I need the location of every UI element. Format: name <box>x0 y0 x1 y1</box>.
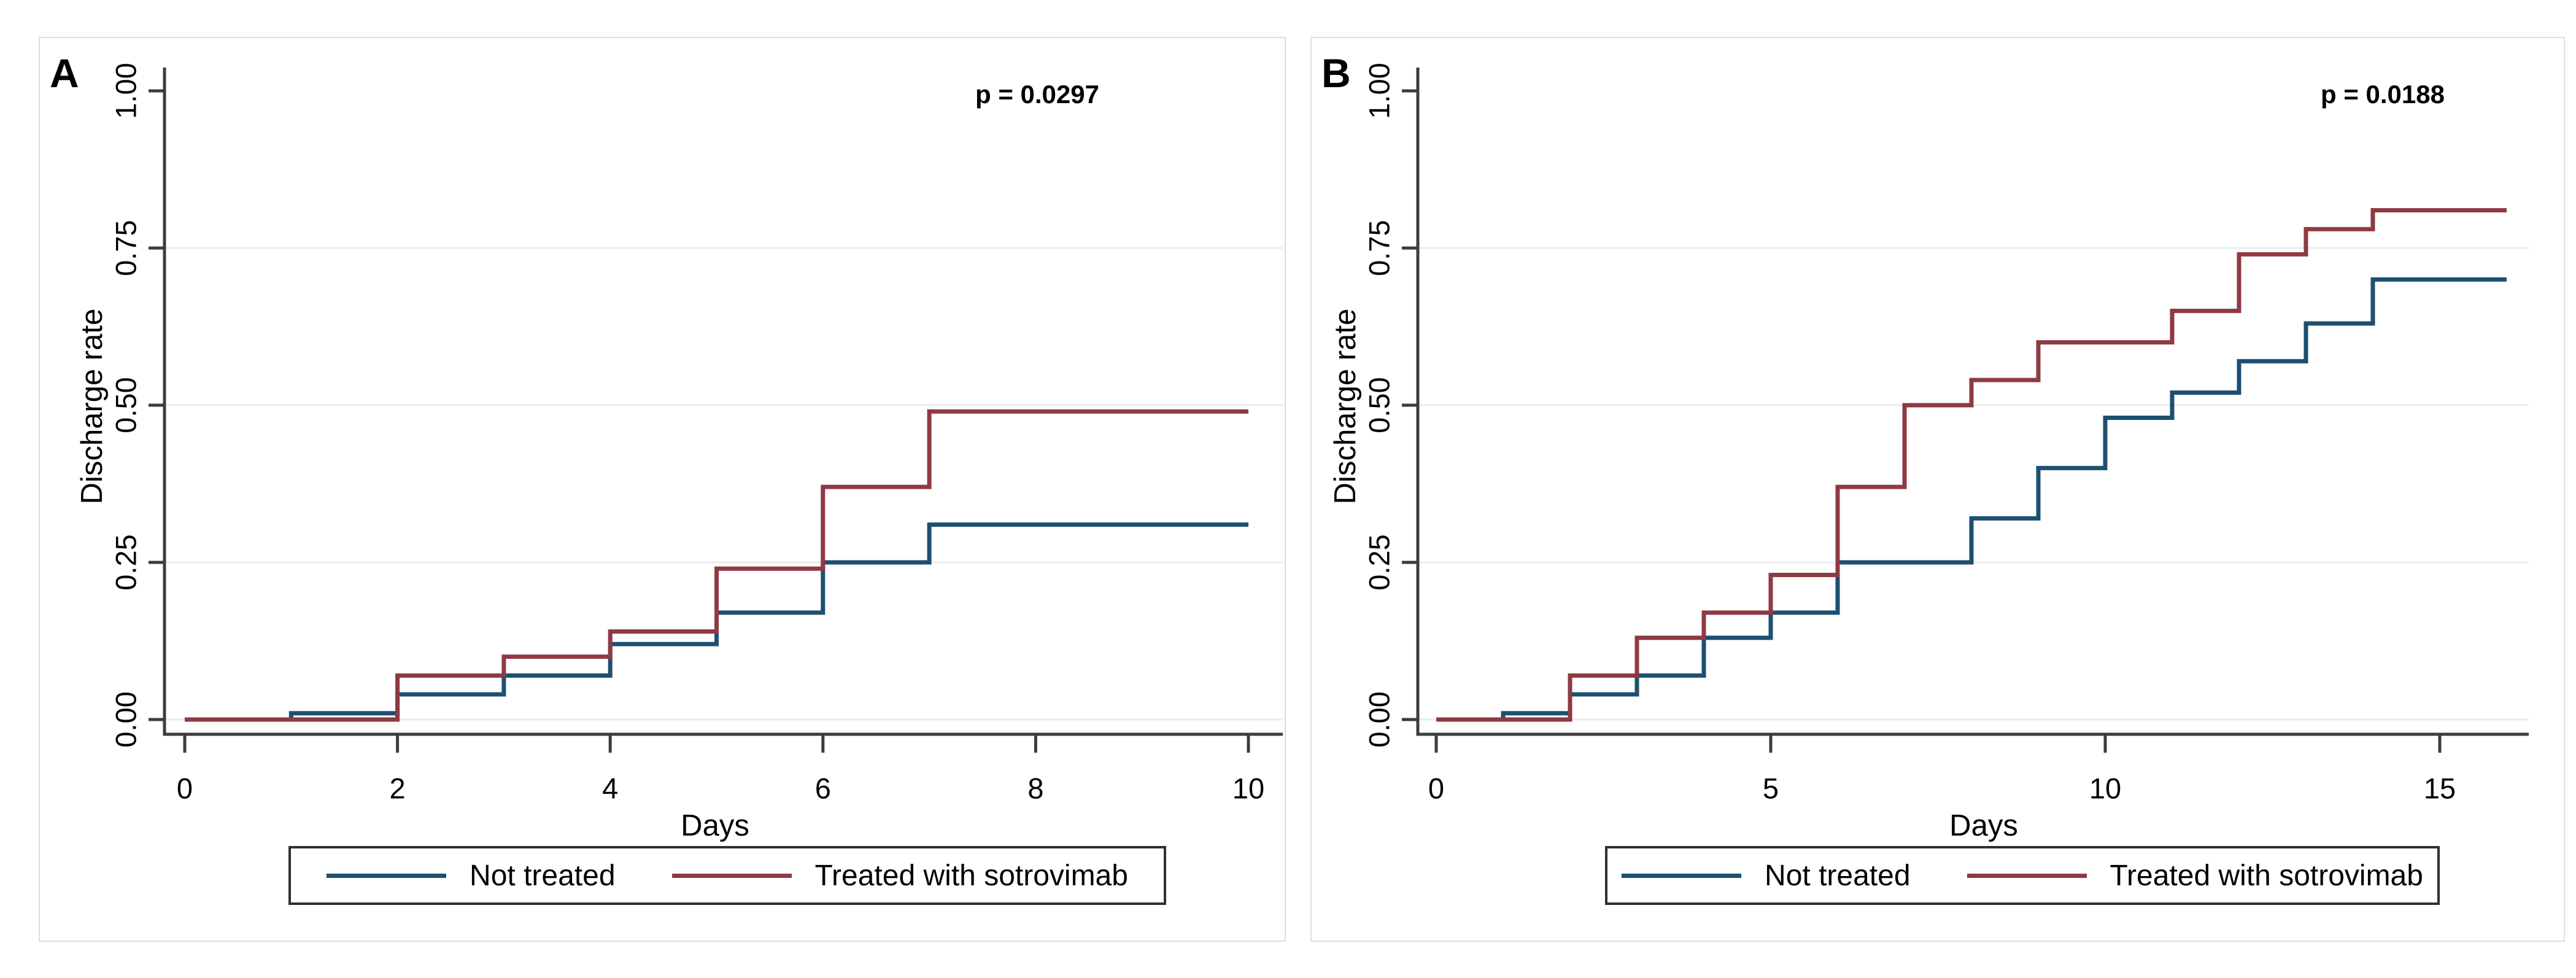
y-tick-label: 0.75 <box>109 220 142 276</box>
y-tick-label: 0.50 <box>109 377 142 433</box>
y-tick-label: 1.00 <box>1363 63 1396 119</box>
step-curve-treated-with-sotrovimab <box>1436 208 2507 722</box>
panel-b: B p = 0.0188 Discharge rate Days Not tre… <box>1310 37 2565 942</box>
y-axis-title-b: Discharge rate <box>1329 308 1362 505</box>
legend-label-not-treated: Not treated <box>470 859 616 892</box>
y-tick-label: 0.25 <box>1363 534 1396 591</box>
x-tick-label: 15 <box>2423 772 2456 805</box>
step-curve-not-treated <box>185 522 1248 722</box>
y-tick-label: 0.00 <box>109 691 142 748</box>
panel-a-letter: A <box>50 50 79 96</box>
p-value-b: p = 0.0188 <box>2321 80 2445 109</box>
axis-lines <box>163 68 1283 736</box>
x-tick-label: 2 <box>389 772 406 805</box>
not-treated-line-swatch-icon <box>327 873 447 878</box>
x-tick-label: 6 <box>814 772 831 805</box>
treated-line-swatch-icon <box>1967 873 2087 878</box>
legend-item-treated: Treated with sotrovimab <box>1967 859 2423 893</box>
legend-item-treated: Treated with sotrovimab <box>671 859 1128 893</box>
legend-label-treated: Treated with sotrovimab <box>814 859 1128 892</box>
x-tick-label: 10 <box>1232 772 1265 805</box>
legend-a: Not treated Treated with sotrovimab <box>288 846 1166 905</box>
x-tick-label: 8 <box>1027 772 1044 805</box>
legend-label-treated: Treated with sotrovimab <box>2110 859 2423 892</box>
x-tick-label: 0 <box>176 772 193 805</box>
panel-b-letter: B <box>1321 50 1351 96</box>
y-tick-label: 0.00 <box>1363 691 1396 748</box>
x-tick-label: 4 <box>602 772 619 805</box>
x-tick-label: 10 <box>2089 772 2122 805</box>
not-treated-line-swatch-icon <box>1622 873 1742 878</box>
legend-label-not-treated: Not treated <box>1765 859 1911 892</box>
step-curve-treated-with-sotrovimab <box>185 409 1248 722</box>
panel-a: A p = 0.0297 Discharge rate Days Not tre… <box>39 37 1286 942</box>
p-value-a: p = 0.0297 <box>975 80 1099 109</box>
y-axis-title-a: Discharge rate <box>75 308 109 505</box>
x-axis-title-b: Days <box>1949 809 2018 842</box>
plot-area-a <box>149 68 1283 753</box>
plot-area-b <box>1402 68 2529 753</box>
x-tick-label: 0 <box>1428 772 1445 805</box>
y-tick-label: 0.50 <box>1363 377 1396 433</box>
x-axis-title-a: Days <box>681 809 749 842</box>
y-tick-label: 0.25 <box>109 534 142 591</box>
step-curve-not-treated <box>1436 277 2507 722</box>
axis-lines <box>1416 68 2529 736</box>
x-tick-label: 5 <box>1762 772 1779 805</box>
y-tick-label: 1.00 <box>109 63 142 119</box>
y-tick-label: 0.75 <box>1363 220 1396 276</box>
legend-item-not-treated: Not treated <box>1622 859 1911 893</box>
treated-line-swatch-icon <box>671 873 792 878</box>
legend-b: Not treated Treated with sotrovimab <box>1605 846 2440 905</box>
legend-item-not-treated: Not treated <box>327 859 616 893</box>
